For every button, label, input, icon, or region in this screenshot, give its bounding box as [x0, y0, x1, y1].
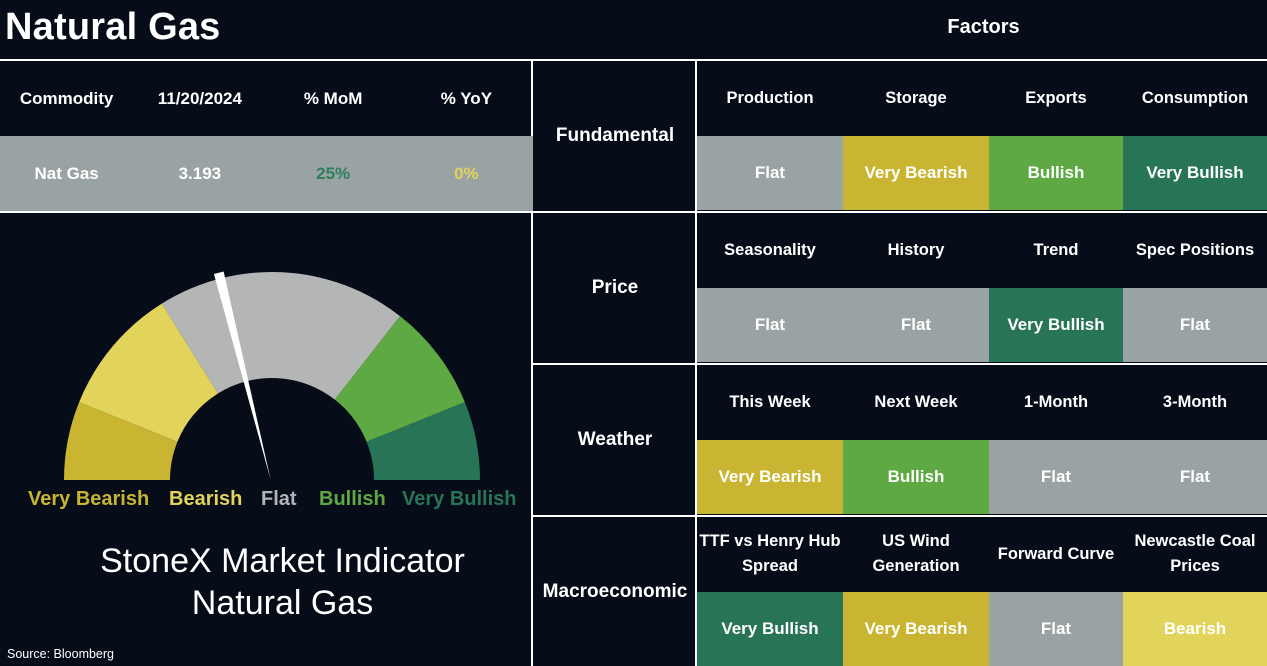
factor-name: Forward Curve — [997, 544, 1115, 563]
factor-status: Very Bearish — [843, 592, 989, 666]
factor-status: Very Bearish — [843, 136, 989, 210]
category-label: Weather — [577, 429, 653, 450]
factor-name: This Week — [729, 392, 811, 411]
factor-name: US Wind Generation — [872, 532, 960, 575]
source-note: Source: Bloomberg — [7, 647, 115, 661]
commodity-price: 3.193 — [178, 163, 222, 183]
factor-status: Bullish — [989, 136, 1123, 210]
factor-name: Spec Positions — [1135, 240, 1255, 259]
factor-header-row: TTF vs Henry Hub Spread US Wind Generatio… — [697, 517, 1267, 591]
divider — [531, 59, 533, 666]
factor-header-row: Seasonality History Trend Spec Positions — [697, 213, 1267, 287]
factor-status: Very Bearish — [697, 440, 843, 514]
gauge-segment-bullish — [334, 316, 465, 442]
gauge-needle — [213, 271, 271, 481]
commodity-yoy: 0% — [454, 163, 479, 183]
divider — [0, 59, 1267, 61]
category-label: Fundamental — [555, 125, 675, 146]
factor-name: Seasonality — [724, 240, 816, 259]
divider — [533, 363, 1267, 365]
factor-status: Flat — [697, 288, 843, 362]
gauge-label-flat: Flat — [261, 488, 297, 510]
factor-status: Flat — [1123, 440, 1267, 514]
factor-status: Flat — [989, 440, 1123, 514]
commodity-mom: 25% — [316, 163, 351, 183]
gauge-segment-flat — [161, 271, 401, 400]
category-label: Price — [591, 277, 639, 298]
factor-header-row: Production Storage Exports Consumption — [697, 61, 1267, 135]
indicator-title: StoneX Market Indicator Natural Gas — [0, 540, 565, 624]
factor-name: Exports — [1025, 88, 1087, 107]
indicator-title-line2: Natural Gas — [191, 584, 374, 622]
factor-status: Bullish — [843, 440, 989, 514]
factor-name: 3-Month — [1162, 392, 1228, 411]
factor-status: Very Bullish — [989, 288, 1123, 362]
factor-status: Bearish — [1123, 592, 1267, 666]
factor-name: Storage — [885, 88, 947, 107]
gauge-label-very-bullish: Very Bullish — [402, 488, 517, 510]
divider — [533, 515, 1267, 517]
commodity-name: Nat Gas — [34, 163, 99, 183]
divider — [695, 59, 697, 666]
factors-title: Factors — [947, 16, 1020, 38]
factor-name: Production — [726, 88, 814, 107]
factor-name: Next Week — [874, 392, 958, 411]
market-gauge — [64, 271, 480, 481]
factor-name: TTF vs Henry Hub Spread — [699, 532, 841, 575]
factor-header-row: This Week Next Week 1-Month 3-Month — [697, 365, 1267, 439]
header-mom: % MoM — [303, 89, 363, 108]
commodity-table-header: Commodity 11/20/2024 % MoM % YoY — [0, 62, 533, 136]
factor-value-row: Flat Very Bearish Bullish Very Bullish — [697, 136, 1267, 210]
header-date: 11/20/2024 — [157, 89, 242, 108]
factor-name: Consumption — [1141, 88, 1249, 107]
gauge-segment-very-bearish — [64, 402, 178, 480]
gauge-label-very-bearish: Very Bearish — [28, 488, 150, 510]
factor-name: History — [887, 240, 945, 259]
factor-status: Flat — [843, 288, 989, 362]
factor-name: Trend — [1033, 240, 1079, 259]
commodity-table-row: Nat Gas 3.193 25% 0% — [0, 136, 533, 211]
page-title: Natural Gas — [5, 6, 221, 48]
header-commodity: Commodity — [19, 89, 114, 108]
divider — [0, 211, 1267, 213]
header-yoy: % YoY — [440, 89, 493, 108]
factor-value-row: Flat Flat Very Bullish Flat — [697, 288, 1267, 362]
factor-value-row: Very Bearish Bullish Flat Flat — [697, 440, 1267, 514]
factor-status: Very Bullish — [697, 592, 843, 666]
category-label: Macroeconomic — [542, 581, 688, 602]
factor-value-row: Very Bullish Very Bearish Flat Bearish — [697, 592, 1267, 666]
factor-name: 1-Month — [1023, 392, 1089, 411]
factor-status: Flat — [697, 136, 843, 210]
factor-status: Flat — [1123, 288, 1267, 362]
gauge-label-bullish: Bullish — [319, 488, 386, 510]
gauge-segment-bearish — [79, 303, 218, 442]
factor-status: Very Bullish — [1123, 136, 1267, 210]
gauge-segment-very-bullish — [366, 402, 480, 480]
factor-status: Flat — [989, 592, 1123, 666]
indicator-title-line1: StoneX Market Indicator — [100, 542, 465, 580]
gauge-label-bearish: Bearish — [169, 488, 243, 510]
factor-name: Newcastle Coal Prices — [1134, 532, 1256, 575]
gauge-legend: Very Bearish Bearish Flat Bullish Very B… — [0, 488, 533, 518]
